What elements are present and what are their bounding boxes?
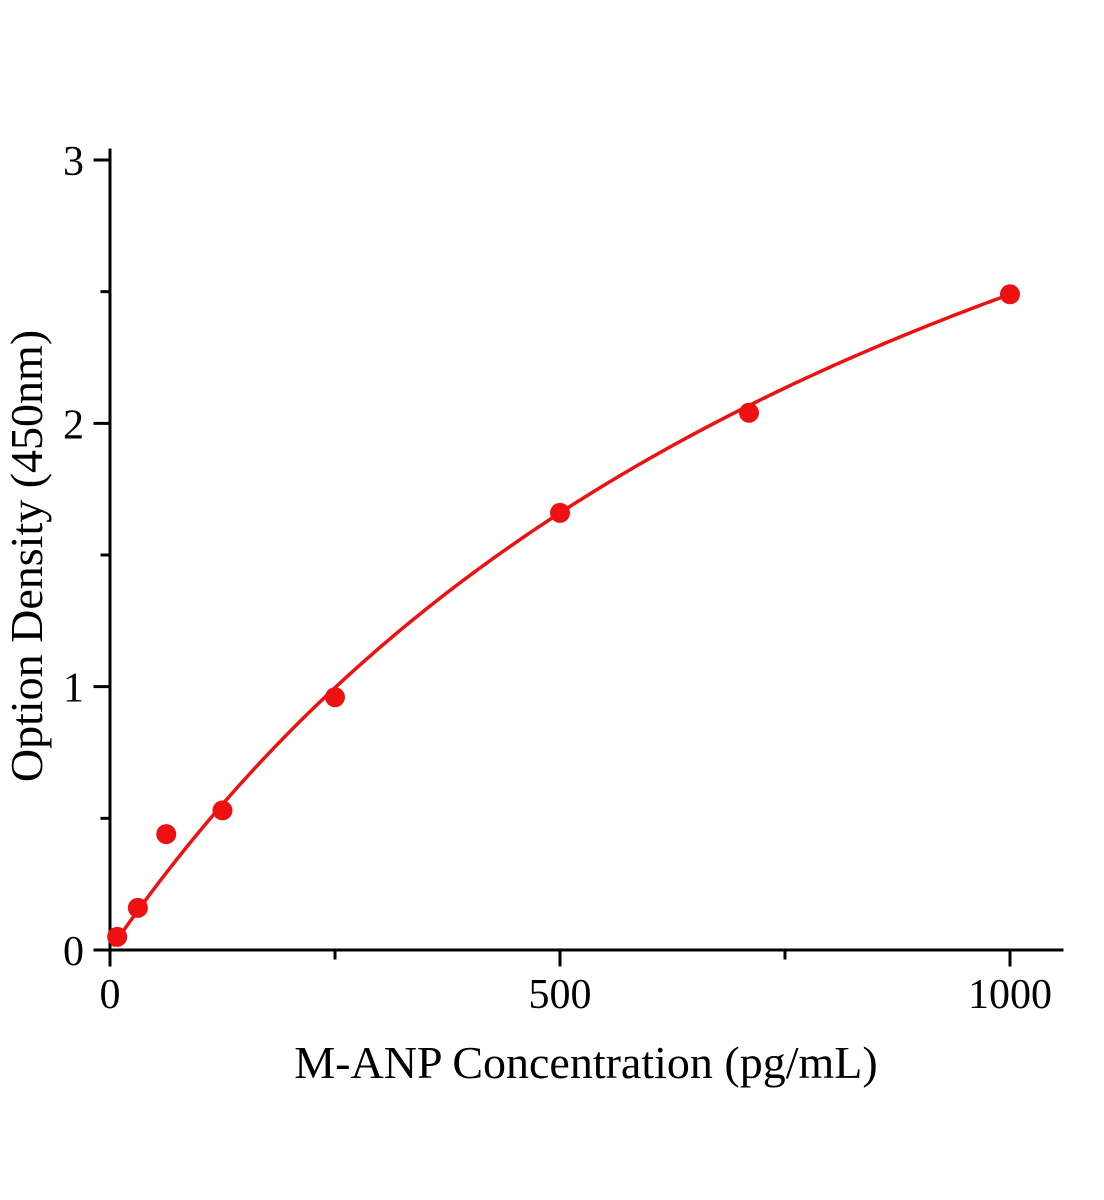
data-point xyxy=(550,502,570,523)
data-point xyxy=(1000,284,1020,305)
x-tick-label: 500 xyxy=(529,972,592,1018)
x-tick-label: 1000 xyxy=(968,972,1052,1018)
data-point xyxy=(212,800,233,821)
x-axis-title: M-ANP Concentration (pg/mL) xyxy=(294,1037,877,1088)
data-point xyxy=(107,926,128,947)
data-point xyxy=(739,402,759,423)
data-point xyxy=(156,824,177,845)
y-tick-label: 1 xyxy=(63,666,84,712)
y-tick-label: 3 xyxy=(63,139,84,185)
fit-curve xyxy=(111,292,1010,948)
y-axis-title: Option Density (450nm) xyxy=(1,330,52,782)
y-tick-label: 2 xyxy=(63,402,84,448)
tick-labels: 0 500 1000 0 1 2 3 xyxy=(63,139,1052,1018)
x-tick-label: 0 xyxy=(100,972,121,1018)
y-tick-label: 0 xyxy=(63,929,84,975)
data-point xyxy=(325,687,345,708)
axis-ticks xyxy=(93,158,1012,967)
axes xyxy=(108,148,1064,952)
data-series xyxy=(107,284,1020,948)
data-point xyxy=(127,897,148,918)
